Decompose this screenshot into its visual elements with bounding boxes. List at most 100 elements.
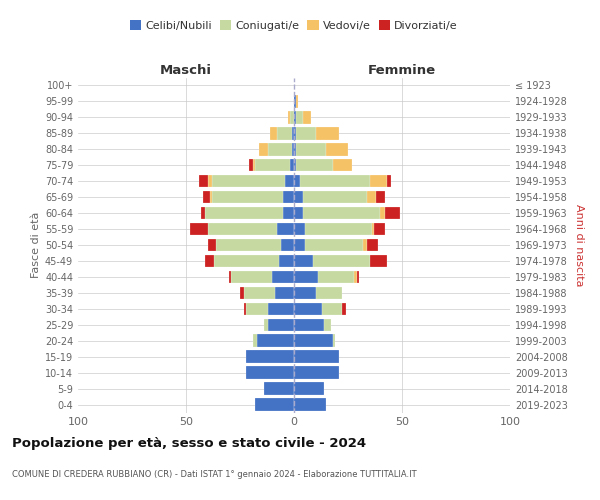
- Bar: [244, 286, 275, 299]
- Text: Maschi: Maschi: [160, 64, 212, 78]
- Bar: [294, 302, 322, 315]
- Bar: [257, 334, 294, 347]
- Bar: [292, 143, 294, 156]
- Bar: [296, 159, 333, 172]
- Bar: [294, 366, 340, 379]
- Bar: [253, 334, 257, 347]
- Bar: [294, 382, 324, 395]
- Bar: [190, 223, 208, 235]
- Bar: [255, 398, 294, 410]
- Bar: [247, 350, 294, 363]
- Bar: [356, 270, 359, 283]
- Bar: [290, 159, 294, 172]
- Bar: [385, 207, 400, 220]
- Bar: [374, 223, 385, 235]
- Bar: [255, 159, 290, 172]
- Bar: [268, 302, 294, 315]
- Legend: Celibi/Nubili, Coniugati/e, Vedovi/e, Divorziati/e: Celibi/Nubili, Coniugati/e, Vedovi/e, Di…: [126, 16, 462, 36]
- Bar: [294, 318, 324, 331]
- Bar: [294, 207, 302, 220]
- Bar: [292, 127, 294, 140]
- Bar: [296, 95, 298, 108]
- Text: Popolazione per età, sesso e stato civile - 2024: Popolazione per età, sesso e stato civil…: [12, 438, 366, 450]
- Bar: [301, 175, 370, 188]
- Bar: [318, 270, 355, 283]
- Bar: [281, 239, 294, 251]
- Bar: [316, 127, 340, 140]
- Bar: [296, 143, 326, 156]
- Bar: [232, 270, 272, 283]
- Bar: [294, 191, 302, 203]
- Bar: [363, 239, 367, 251]
- Bar: [287, 111, 290, 124]
- Bar: [272, 270, 294, 283]
- Bar: [268, 318, 294, 331]
- Bar: [294, 350, 340, 363]
- Bar: [313, 254, 370, 267]
- Bar: [322, 302, 341, 315]
- Bar: [316, 286, 341, 299]
- Bar: [296, 127, 316, 140]
- Bar: [205, 254, 214, 267]
- Text: COMUNE DI CREDERA RUBBIANO (CR) - Dati ISTAT 1° gennaio 2024 - Elaborazione TUTT: COMUNE DI CREDERA RUBBIANO (CR) - Dati I…: [12, 470, 416, 479]
- Bar: [294, 239, 305, 251]
- Bar: [333, 334, 335, 347]
- Bar: [199, 175, 208, 188]
- Bar: [367, 239, 378, 251]
- Bar: [208, 223, 277, 235]
- Bar: [305, 223, 372, 235]
- Bar: [248, 159, 253, 172]
- Bar: [216, 239, 281, 251]
- Bar: [367, 191, 376, 203]
- Bar: [372, 223, 374, 235]
- Bar: [214, 254, 279, 267]
- Y-axis label: Fasce di età: Fasce di età: [31, 212, 41, 278]
- Y-axis label: Anni di nascita: Anni di nascita: [574, 204, 584, 286]
- Bar: [247, 366, 294, 379]
- Text: Femmine: Femmine: [368, 64, 436, 78]
- Bar: [244, 302, 247, 315]
- Bar: [283, 207, 294, 220]
- Bar: [302, 207, 380, 220]
- Bar: [240, 286, 244, 299]
- Bar: [270, 127, 277, 140]
- Bar: [305, 239, 363, 251]
- Bar: [283, 191, 294, 203]
- Bar: [264, 382, 294, 395]
- Bar: [259, 143, 268, 156]
- Bar: [294, 95, 296, 108]
- Bar: [294, 111, 296, 124]
- Bar: [294, 159, 296, 172]
- Bar: [212, 175, 286, 188]
- Bar: [294, 175, 301, 188]
- Bar: [294, 143, 296, 156]
- Bar: [253, 159, 255, 172]
- Bar: [302, 191, 367, 203]
- Bar: [201, 207, 205, 220]
- Bar: [333, 159, 352, 172]
- Bar: [370, 175, 387, 188]
- Bar: [294, 127, 296, 140]
- Bar: [229, 270, 232, 283]
- Bar: [264, 318, 268, 331]
- Bar: [290, 111, 294, 124]
- Bar: [341, 302, 346, 315]
- Bar: [286, 175, 294, 188]
- Bar: [294, 270, 318, 283]
- Bar: [294, 254, 313, 267]
- Bar: [208, 239, 216, 251]
- Bar: [302, 111, 311, 124]
- Bar: [324, 318, 331, 331]
- Bar: [296, 111, 302, 124]
- Bar: [380, 207, 385, 220]
- Bar: [210, 191, 212, 203]
- Bar: [277, 223, 294, 235]
- Bar: [277, 127, 292, 140]
- Bar: [387, 175, 391, 188]
- Bar: [294, 334, 333, 347]
- Bar: [205, 207, 283, 220]
- Bar: [212, 191, 283, 203]
- Bar: [294, 223, 305, 235]
- Bar: [247, 302, 268, 315]
- Bar: [370, 254, 387, 267]
